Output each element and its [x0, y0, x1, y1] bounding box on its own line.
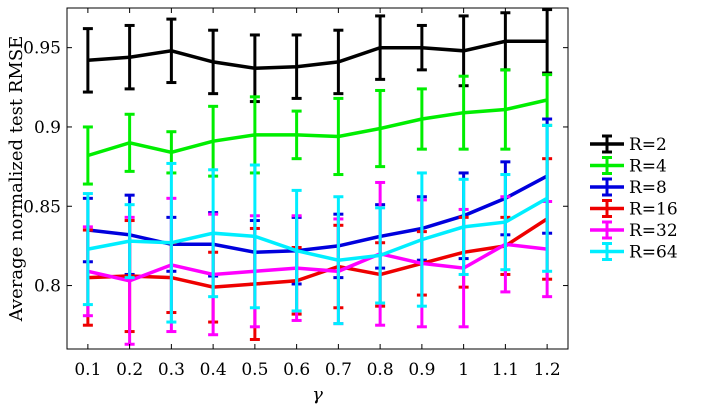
error-bar [82, 27, 93, 94]
axis-ticks: 0.1 0.2 0.3 0.4 0.5 0.6 0.7 0.8 0.9 1 1.1 1.2 0.8 0.8… [23, 8, 568, 380]
x-tick-label: 0.3 [158, 360, 185, 380]
x-tick-label: 0.7 [325, 360, 352, 380]
legend-item: R=4 [590, 156, 667, 177]
y-tick-label: 0.85 [23, 197, 61, 217]
x-tick-label: 0.1 [74, 360, 101, 380]
x-tick-label: 1.2 [534, 360, 561, 380]
series-R=4 [82, 68, 553, 186]
legend-item: R=32 [590, 220, 678, 241]
chart-marks [82, 8, 553, 346]
plot-frame [66, 7, 569, 350]
legend-label: R=4 [629, 157, 667, 177]
legend-label: R=2 [629, 135, 667, 155]
x-tick-label: 0.5 [241, 360, 268, 380]
error-bar [82, 192, 93, 307]
legend-label: R=32 [629, 221, 678, 241]
series-R=2 [82, 8, 553, 104]
x-tick-label: 0.8 [367, 360, 394, 380]
legend-item: R=8 [590, 177, 667, 198]
y-tick-label: 0.9 [34, 118, 61, 138]
series-line [87, 39, 548, 71]
legend-label: R=16 [629, 200, 678, 220]
legend: R=2R=4R=8R=16R=32R=64 [590, 134, 678, 263]
y-axis-label: Average normalized test RMSE [6, 36, 27, 323]
x-tick-label: 1 [458, 360, 469, 380]
x-axis-label: γ [312, 384, 323, 405]
y-tick-label: 0.8 [34, 277, 61, 297]
x-tick-label: 0.4 [200, 360, 227, 380]
error-bar [82, 125, 93, 186]
x-tick-label: 1.1 [492, 360, 519, 380]
legend-item: R=2 [590, 134, 667, 155]
series-R=64 [82, 123, 553, 326]
x-tick-label: 0.6 [283, 360, 310, 380]
y-tick-label: 0.95 [23, 39, 61, 59]
error-bar [542, 123, 553, 273]
series-line [87, 196, 548, 262]
series-line [87, 217, 549, 289]
legend-label: R=8 [629, 178, 667, 198]
series-line [87, 242, 548, 283]
legend-label: R=64 [629, 243, 678, 263]
x-tick-label: 0.9 [408, 360, 435, 380]
legend-item: R=64 [590, 242, 678, 263]
legend-item: R=16 [590, 199, 678, 220]
x-tick-label: 0.2 [116, 360, 143, 380]
series-line [87, 98, 548, 158]
